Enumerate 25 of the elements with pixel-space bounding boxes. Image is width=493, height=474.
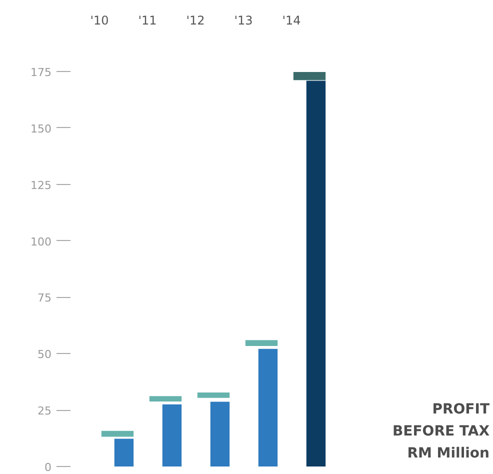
- bar: [114, 438, 134, 466]
- x-tick-label: '11: [138, 14, 157, 28]
- bar: [162, 404, 182, 466]
- x-tick-label: '12: [186, 14, 205, 28]
- bar: [101, 430, 134, 437]
- y-tick-label: 50: [38, 348, 52, 362]
- x-tick-label: '10: [90, 14, 109, 28]
- text: RM Million: [407, 446, 490, 462]
- bar: [210, 402, 230, 466]
- bar: [245, 340, 278, 346]
- text: PROFIT BEFORE TAX: [392, 402, 490, 440]
- y-tick-label: 175: [30, 66, 52, 79]
- x-tick-label: '13: [234, 14, 253, 28]
- y-tick-label: 25: [38, 404, 52, 418]
- y-tick-label: 75: [38, 292, 52, 305]
- bar: [293, 72, 326, 80]
- y-tick-label: 0: [44, 461, 52, 474]
- bar: [197, 392, 230, 398]
- y-tick-label: 150: [30, 122, 52, 136]
- bar: [149, 396, 182, 402]
- bar: [258, 348, 278, 466]
- y-tick-label: 100: [30, 235, 52, 248]
- bar: [306, 80, 326, 466]
- y-tick-label: 125: [30, 178, 52, 192]
- x-tick-label: '14: [282, 14, 301, 28]
